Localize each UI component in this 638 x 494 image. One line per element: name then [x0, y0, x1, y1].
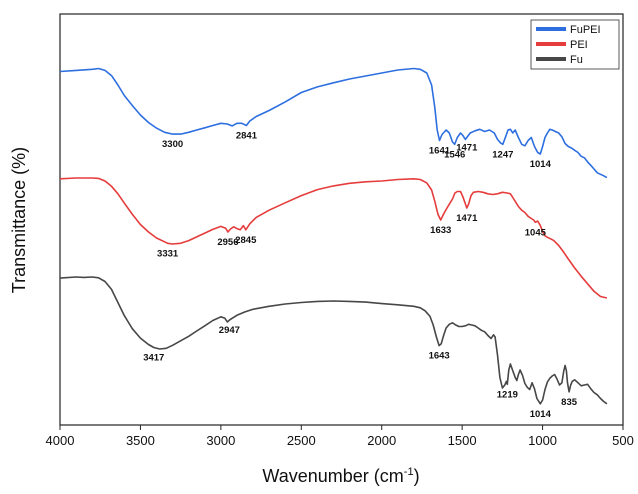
peak-label: 1471 — [456, 143, 478, 154]
peak-label: 3300 — [162, 139, 183, 150]
peak-label: 1633 — [430, 225, 451, 236]
x-tick-label: 2000 — [367, 433, 396, 448]
series-layer — [59, 67, 608, 405]
legend-label-fupei: FuPEI — [570, 24, 601, 36]
x-axis-title-end: ) — [414, 466, 420, 486]
peak-label: 1014 — [530, 409, 552, 420]
legend-label-pei: PEI — [570, 39, 588, 51]
x-tick-label: 2500 — [287, 433, 316, 448]
x-axis-title: Wavenumber (cm-1) — [262, 466, 419, 486]
x-axis-title-main: Wavenumber (cm — [262, 466, 403, 486]
peak-label: 1643 — [429, 351, 450, 362]
x-axis-ticks: 4000 3500 3000 2500 2000 1500 1000 500 — [46, 425, 634, 448]
peak-label: 2956 — [217, 237, 238, 248]
series-line-fupei — [59, 67, 608, 179]
x-tick-label: 3000 — [206, 433, 235, 448]
peak-label: 1471 — [456, 213, 478, 224]
peak-label: 2845 — [235, 235, 257, 246]
series-line-fu — [59, 276, 608, 405]
x-tick-label: 1000 — [528, 433, 557, 448]
peak-label: 2947 — [219, 325, 240, 336]
peak-label: 1546 — [444, 149, 465, 160]
peak-label: 1045 — [525, 227, 547, 238]
x-tick-label: 3500 — [126, 433, 155, 448]
legend-label-fu: Fu — [570, 54, 583, 66]
peak-label: 1247 — [492, 149, 513, 160]
x-axis-title-sup: -1 — [404, 466, 414, 478]
x-tick-label: 1500 — [448, 433, 477, 448]
x-tick-label: 500 — [612, 433, 634, 448]
legend: FuPEI PEI Fu — [530, 19, 620, 70]
peak-label: 1219 — [497, 389, 518, 400]
plot-frame — [59, 13, 624, 426]
x-tick-label: 4000 — [46, 433, 75, 448]
peak-label: 1014 — [530, 159, 552, 170]
peak-label: 2841 — [236, 131, 258, 142]
series-line-pei — [59, 177, 608, 299]
peak-label: 3417 — [143, 353, 164, 364]
y-axis-title: Transmittance (%) — [9, 147, 29, 293]
peak-label: 1641 — [429, 146, 451, 157]
peak-label: 835 — [561, 397, 578, 408]
peak-label: 3331 — [157, 248, 179, 259]
peak-annotations: 3300284116411546147112471014333129562845… — [143, 131, 578, 420]
